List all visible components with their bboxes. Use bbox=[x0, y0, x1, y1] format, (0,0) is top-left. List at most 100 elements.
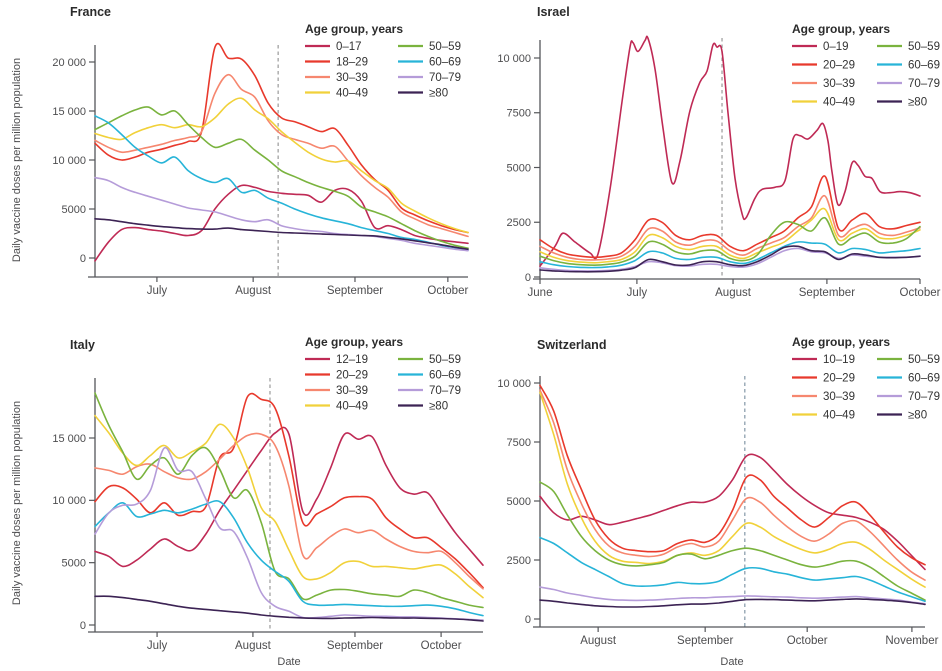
y-tick-label: 10 000 bbox=[497, 53, 531, 65]
series-line-70-79 bbox=[539, 586, 926, 605]
series-line--80 bbox=[94, 218, 469, 250]
series-line-50-59 bbox=[539, 481, 926, 601]
legend-label: 10–19 bbox=[823, 354, 855, 366]
series-line-20-29 bbox=[539, 384, 926, 566]
legend-label: 50–59 bbox=[908, 354, 940, 366]
x-tick-label: August bbox=[580, 635, 617, 647]
series-line-12-19 bbox=[94, 426, 484, 568]
y-tick-label: 15 000 bbox=[52, 106, 86, 118]
series-line-60-69 bbox=[94, 500, 484, 617]
legend-label: 0–19 bbox=[823, 41, 849, 53]
x-tick-label: October bbox=[900, 287, 941, 299]
y-tick-label: 20 000 bbox=[52, 57, 86, 69]
x-tick-label: October bbox=[427, 285, 468, 297]
series-line-70-79 bbox=[539, 247, 921, 272]
legend-label: 60–69 bbox=[908, 373, 940, 385]
panel-title: Italy bbox=[70, 338, 95, 352]
x-tick-label: October bbox=[421, 640, 462, 652]
legend-label: 70–79 bbox=[908, 78, 940, 90]
y-tick-label: 5000 bbox=[507, 162, 531, 174]
y-tick-label: 5000 bbox=[507, 496, 531, 508]
legend-label: 40–49 bbox=[823, 410, 855, 422]
series-line-0-17 bbox=[94, 184, 469, 262]
y-tick-label: 5000 bbox=[62, 204, 86, 216]
y-tick-label: 15 000 bbox=[52, 433, 86, 445]
series-line-70-79 bbox=[94, 176, 469, 252]
x-tick-label: July bbox=[147, 640, 168, 652]
legend-label: 70–79 bbox=[429, 385, 461, 397]
legend-label: 30–39 bbox=[336, 72, 368, 84]
legend-label: ≥80 bbox=[908, 410, 927, 422]
legend-label: 60–69 bbox=[908, 60, 940, 72]
legend-label: 18–29 bbox=[336, 57, 368, 69]
legend-title: Age group, years bbox=[305, 22, 403, 36]
x-tick-label: October bbox=[787, 635, 828, 647]
x-tick-label: June bbox=[528, 287, 553, 299]
legend-label: 40–49 bbox=[823, 97, 855, 109]
series-line-60-69 bbox=[539, 241, 921, 269]
series-line-70-79 bbox=[94, 447, 484, 621]
legend-label: 20–29 bbox=[823, 60, 855, 72]
series-line-30-39 bbox=[539, 389, 926, 581]
y-tick-label: 0 bbox=[80, 253, 86, 265]
series-line-40-49 bbox=[539, 391, 926, 588]
x-tick-label: September bbox=[327, 285, 383, 297]
y-tick-label: 10 000 bbox=[52, 155, 86, 167]
legend-label: 40–49 bbox=[336, 401, 368, 413]
x-tick-label: September bbox=[327, 640, 383, 652]
series-line-0-19 bbox=[539, 35, 921, 267]
legend-label: 12–19 bbox=[336, 354, 368, 366]
x-tick-label: July bbox=[627, 287, 648, 299]
series-line-20-29 bbox=[539, 175, 921, 259]
series-line--80 bbox=[539, 245, 921, 273]
series-line-30-39 bbox=[94, 73, 469, 238]
series-line-30-39 bbox=[539, 195, 921, 261]
x-axis-label: Date bbox=[277, 656, 300, 668]
series-line-40-49 bbox=[94, 414, 484, 599]
legend-label: 30–39 bbox=[823, 391, 855, 403]
legend-label: 60–69 bbox=[429, 57, 461, 69]
legend-label: 30–39 bbox=[823, 78, 855, 90]
x-tick-label: July bbox=[147, 285, 168, 297]
x-tick-label: September bbox=[677, 635, 733, 647]
legend-title: Age group, years bbox=[305, 335, 403, 349]
y-tick-label: 2500 bbox=[507, 555, 531, 567]
y-tick-label: 10 000 bbox=[52, 495, 86, 507]
x-tick-label: August bbox=[235, 285, 272, 297]
series-line-30-39 bbox=[94, 432, 484, 590]
legend-label: ≥80 bbox=[908, 97, 927, 109]
y-axis-label: Daily vaccine doses per million populati… bbox=[11, 401, 23, 605]
x-tick-label: September bbox=[799, 287, 855, 299]
legend-title: Age group, years bbox=[792, 22, 890, 36]
x-tick-label: August bbox=[715, 287, 752, 299]
legend-title: Age group, years bbox=[792, 335, 890, 349]
legend-label: 20–29 bbox=[823, 373, 855, 385]
x-axis-label: Date bbox=[720, 656, 743, 668]
panel-title: Israel bbox=[537, 5, 570, 19]
y-tick-label: 7500 bbox=[507, 437, 531, 449]
series-line-50-59 bbox=[94, 392, 484, 609]
panel-title: Switzerland bbox=[537, 338, 606, 352]
series-line--80 bbox=[94, 595, 484, 622]
y-tick-label: 7500 bbox=[507, 108, 531, 120]
legend-label: 20–29 bbox=[336, 370, 368, 382]
series-line-60-69 bbox=[94, 115, 469, 251]
y-tick-label: 0 bbox=[80, 620, 86, 632]
y-tick-label: 2500 bbox=[507, 217, 531, 229]
x-tick-label: August bbox=[235, 640, 272, 652]
legend-label: 70–79 bbox=[908, 391, 940, 403]
legend-label: 50–59 bbox=[429, 354, 461, 366]
series-line-50-59 bbox=[539, 216, 921, 266]
legend-label: 50–59 bbox=[429, 41, 461, 53]
legend-label: 60–69 bbox=[429, 370, 461, 382]
y-axis-label: Daily vaccine doses per million populati… bbox=[11, 58, 23, 262]
legend-label: ≥80 bbox=[429, 401, 448, 413]
y-tick-label: 0 bbox=[525, 272, 531, 284]
series-line-50-59 bbox=[94, 106, 469, 249]
y-tick-label: 10 000 bbox=[497, 378, 531, 390]
y-tick-label: 5000 bbox=[62, 557, 86, 569]
legend-label: 30–39 bbox=[336, 385, 368, 397]
series-line-60-69 bbox=[539, 536, 926, 603]
